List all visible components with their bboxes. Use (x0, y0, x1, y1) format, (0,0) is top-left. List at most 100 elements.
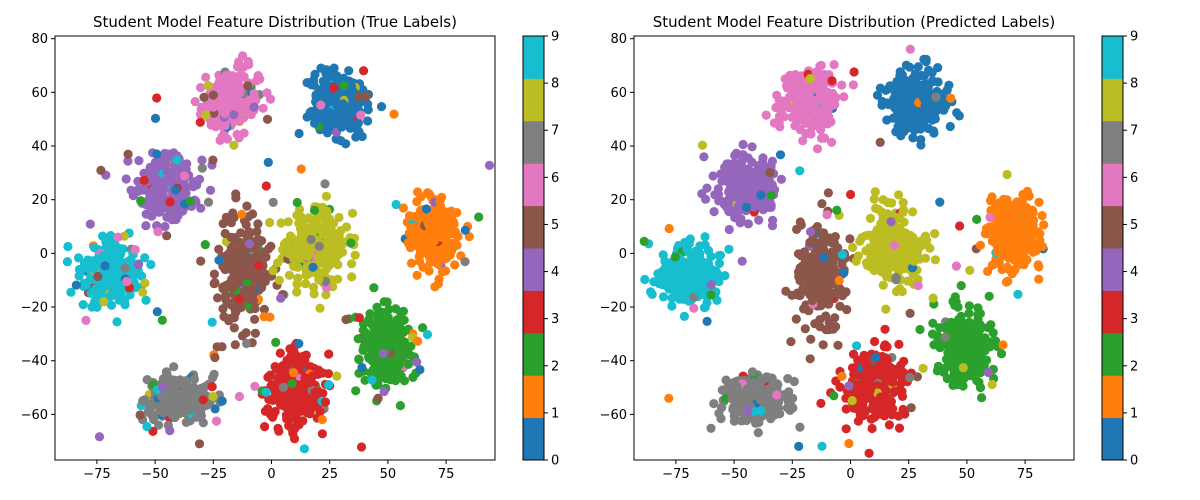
scatter-point (347, 272, 357, 282)
scatter-point (208, 90, 218, 100)
scatter-point (209, 369, 219, 379)
scatter-point (837, 80, 847, 90)
scatter-point (275, 348, 285, 358)
scatter-point (973, 314, 983, 324)
scatter-point (227, 260, 237, 270)
scatter-point (403, 359, 414, 369)
scatter-point (998, 215, 1009, 225)
scatter-point (898, 367, 908, 378)
scatter-point (130, 245, 140, 255)
colorbar-segment (523, 78, 544, 122)
scatter-point (824, 317, 834, 327)
scatter-point (742, 394, 752, 404)
scatter-point (195, 117, 205, 127)
scatter-point (417, 243, 427, 253)
scatter-point (377, 307, 387, 317)
scatter-point (867, 423, 877, 434)
scatter-point (897, 374, 908, 384)
scatter-point (1020, 236, 1030, 246)
scatter-point (259, 312, 269, 322)
scatter-point (154, 207, 164, 217)
scatter-point (123, 149, 133, 159)
scatter-point (974, 377, 984, 387)
scatter-point (1037, 241, 1048, 252)
scatter-point (179, 171, 190, 181)
scatter-point (101, 237, 111, 247)
scatter-point (139, 185, 149, 195)
scatter-point (967, 326, 978, 336)
scatter-point (806, 334, 816, 344)
scatter-point (885, 81, 895, 91)
scatter-point (175, 402, 185, 412)
scatter-point (747, 142, 757, 152)
scatter-point (181, 417, 191, 427)
scatter-point (699, 152, 709, 162)
scatter-point (879, 380, 889, 390)
scatter-point (875, 368, 885, 378)
scatter-point (140, 278, 150, 288)
scatter-point (315, 407, 325, 417)
scatter-point (137, 271, 147, 281)
scatter-point (237, 241, 247, 251)
scatter-point (237, 252, 247, 262)
scatter-point (816, 60, 826, 70)
scatter-point (788, 393, 798, 403)
scatter-point (332, 371, 342, 381)
scatter-point (123, 156, 133, 166)
scatter-point (259, 304, 269, 314)
scatter-point (260, 422, 270, 432)
scatter-point (782, 403, 793, 413)
scatter-point (317, 415, 327, 425)
scatter-point (89, 264, 99, 274)
colorbar-tick-label: 7 (551, 124, 559, 139)
scatter-point (319, 114, 329, 124)
scatter-point (273, 373, 283, 383)
scatter-point (112, 317, 122, 327)
scatter-point (820, 98, 830, 108)
scatter-point (829, 60, 839, 70)
scatter-point (320, 397, 331, 407)
colorbar-segment (523, 375, 544, 419)
scatter-point (768, 379, 778, 389)
scatter-point (823, 118, 833, 128)
scatter-point (283, 217, 293, 227)
scatter-point (382, 315, 392, 325)
scatter-point (767, 221, 778, 231)
scatter-point (890, 386, 900, 396)
scatter-point (754, 215, 764, 225)
scatter-point (740, 171, 750, 181)
scatter-point (1039, 220, 1049, 230)
scatter-point (275, 396, 285, 406)
scatter-point (248, 209, 258, 219)
colorbar-tick-label: 3 (551, 312, 559, 327)
scatter-point (214, 255, 224, 265)
scatter-point (138, 396, 148, 406)
scatter-point (185, 196, 195, 206)
scatter-point (334, 249, 344, 259)
scatter-point (99, 297, 109, 307)
scatter-point (930, 255, 941, 265)
scatter-point (854, 403, 864, 413)
scatter-point (358, 325, 368, 335)
colorbar-tick-label: 5 (551, 218, 559, 233)
scatter-point (422, 329, 433, 340)
scatter-point (841, 287, 851, 297)
scatter-point (294, 128, 304, 139)
scatter-point (990, 259, 1000, 269)
scatter-point (321, 68, 331, 78)
scatter-point (374, 319, 384, 329)
colorbar-segment (523, 163, 544, 207)
scatter-point (821, 88, 831, 99)
scatter-point (309, 476, 318, 485)
scatter-point (208, 155, 218, 165)
scatter-point (953, 302, 963, 312)
y-tick-label: 20 (31, 193, 48, 208)
scatter-point (160, 221, 170, 232)
scatter-point (400, 326, 410, 336)
scatter-point (839, 92, 849, 102)
scatter-point (941, 363, 951, 373)
scatter-point (950, 366, 960, 376)
scatter-point (243, 81, 253, 91)
scatter-point (318, 76, 328, 86)
scatter-point (135, 410, 145, 420)
